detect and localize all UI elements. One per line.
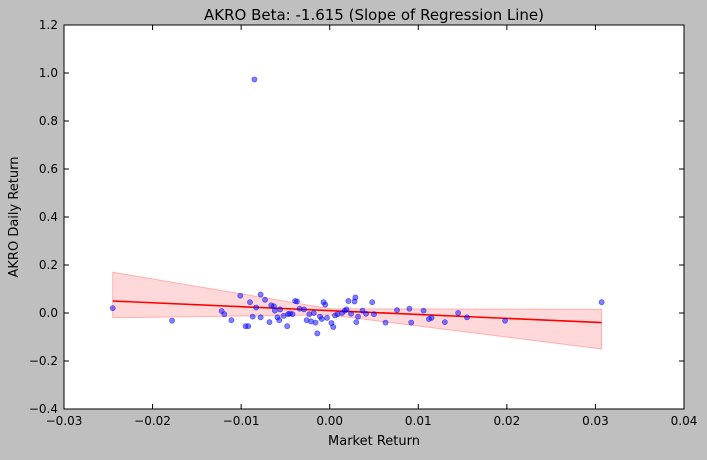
x-axis-label: Market Return [328, 434, 420, 449]
regression-line [112, 300, 602, 324]
data-point [289, 311, 296, 318]
data-point [109, 305, 116, 312]
data-point [318, 316, 325, 322]
data-point [237, 292, 244, 299]
y-tick-label: 1.0 [39, 66, 58, 80]
data-point [363, 310, 369, 317]
data-point [598, 299, 605, 306]
data-point [247, 299, 253, 306]
data-point [271, 307, 278, 314]
data-point [502, 317, 508, 324]
x-tick-label: −0.03 [46, 414, 83, 428]
data-point [455, 310, 462, 316]
data-point [228, 317, 235, 324]
data-point [441, 319, 448, 326]
y-tick-label: 0.2 [39, 258, 58, 272]
data-point [301, 306, 307, 313]
y-tick-label: −0.2 [29, 354, 58, 368]
data-point [330, 324, 337, 330]
data-point [352, 294, 359, 301]
data-point [245, 323, 252, 330]
data-point [314, 330, 321, 337]
x-tick-label: 0.00 [316, 414, 343, 428]
data-point [464, 314, 470, 321]
data-point [348, 310, 354, 317]
x-tick-label: 0.04 [671, 414, 698, 428]
data-point [394, 307, 400, 314]
data-point [371, 311, 377, 318]
data-point [408, 319, 415, 326]
data-point [257, 291, 264, 298]
x-tick-label: 0.03 [582, 414, 609, 428]
data-point [277, 306, 284, 313]
data-point [343, 306, 350, 313]
data-point [420, 307, 427, 314]
data-point [251, 76, 258, 83]
data-point [266, 319, 273, 326]
y-tick-label: 0.8 [39, 114, 58, 128]
data-point [353, 319, 360, 326]
data-point [355, 313, 361, 320]
data-point [257, 314, 264, 321]
data-point [169, 317, 175, 324]
y-tick-label: 1.2 [39, 18, 58, 32]
confidence-band [112, 271, 603, 350]
data-point [382, 319, 389, 326]
data-point [312, 319, 319, 326]
data-point [324, 314, 330, 321]
x-tick-label: 0.02 [493, 414, 520, 428]
data-point [276, 317, 283, 324]
y-tick-label: −0.4 [29, 402, 58, 416]
data-point [284, 323, 291, 330]
y-tick-label: 0.4 [39, 210, 58, 224]
data-point [253, 304, 260, 311]
data-point [262, 296, 268, 303]
x-tick-label: 0.01 [405, 414, 432, 428]
data-point [345, 298, 352, 304]
data-point [249, 313, 256, 320]
data-point [294, 298, 300, 305]
data-point [406, 305, 413, 312]
y-tick-label: 0.0 [39, 306, 58, 320]
data-point [428, 314, 435, 321]
y-tick-label: 0.6 [39, 162, 58, 176]
data-point [322, 301, 329, 308]
data-point [310, 310, 317, 316]
chart-title: AKRO Beta: -1.615 (Slope of Regression L… [204, 6, 544, 24]
data-point [369, 299, 376, 306]
plot-area [64, 25, 684, 409]
x-tick-label: −0.01 [223, 414, 260, 428]
data-point [221, 311, 228, 318]
x-tick-label: −0.02 [134, 414, 171, 428]
y-axis-label: AKRO Daily Return [7, 157, 22, 278]
